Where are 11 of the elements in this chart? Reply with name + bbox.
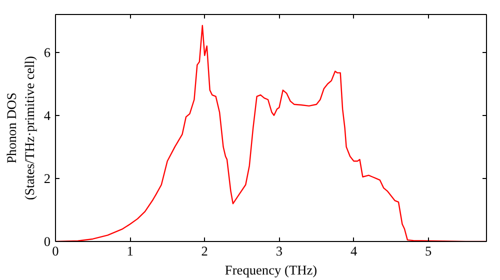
y-tick-label: 4	[44, 108, 51, 123]
x-tick-label: 5	[425, 244, 432, 258]
y-tick-label: 6	[44, 44, 51, 60]
x-tick-label: 2	[201, 244, 208, 258]
x-tick-label: 3	[276, 244, 283, 258]
y-axis-title: Phonon DOS (States/THz·primitive cell)	[4, 56, 37, 200]
x-tick-label: 1	[126, 244, 134, 258]
x-axis-title: Frequency (THz)	[224, 262, 318, 278]
y-tick-label: 0	[44, 234, 51, 249]
y-tick-label: 2	[44, 170, 51, 186]
x-tick-label: 4	[350, 244, 358, 258]
